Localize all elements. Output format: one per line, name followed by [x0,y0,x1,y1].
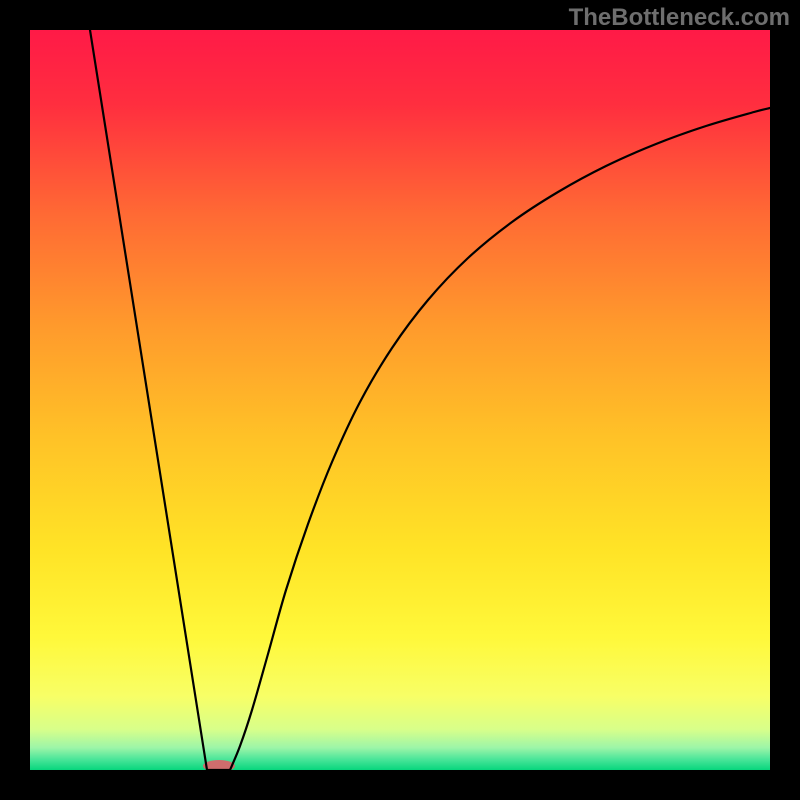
watermark-text: TheBottleneck.com [569,4,790,32]
gradient-background [30,30,770,770]
bottleneck-chart-svg [0,0,800,800]
plot-area [30,30,770,772]
chart-container: { "chart": { "type": "line-over-gradient… [0,0,800,800]
